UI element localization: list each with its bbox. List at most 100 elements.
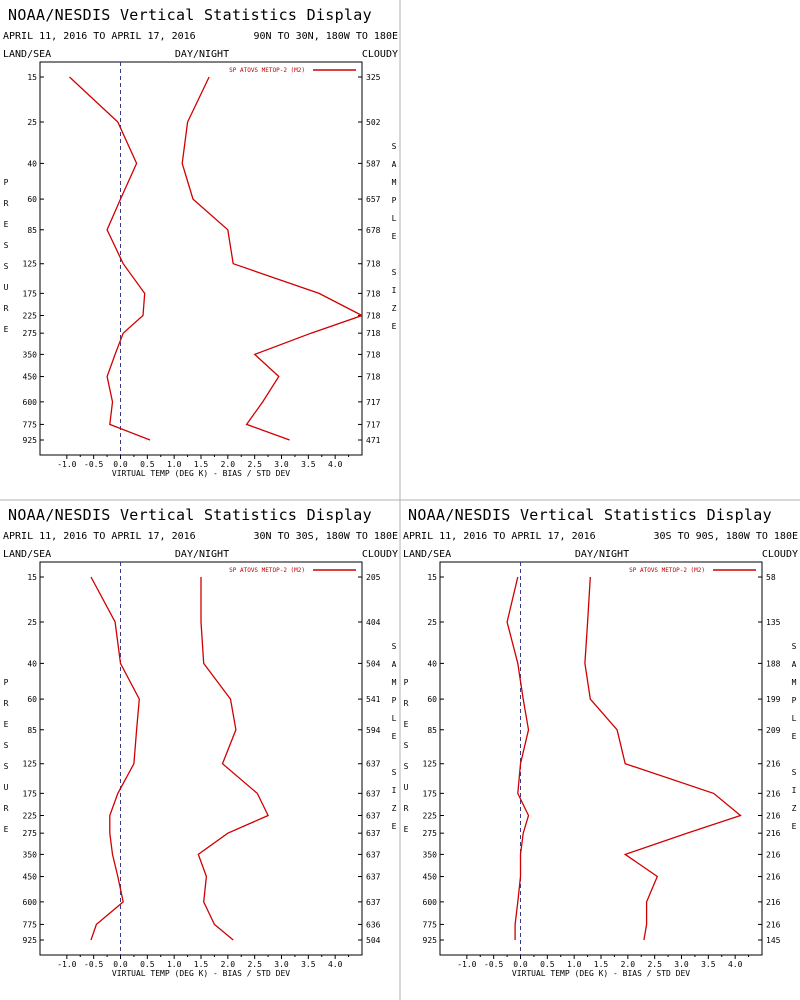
sample-axis-letter: M	[392, 678, 397, 687]
pressure-tick-label: 350	[423, 850, 438, 859]
size-axis-letter: S	[392, 768, 397, 777]
pressure-tick-label: 175	[423, 789, 438, 798]
pressure-tick-label: 925	[23, 936, 38, 945]
sample-size-label: 637	[366, 873, 381, 882]
pressure-axis-letter: U	[404, 783, 409, 792]
pressure-tick-label: 275	[23, 829, 38, 838]
sample-size-label: 209	[766, 726, 781, 735]
land-sea-label: LAND/SEA	[403, 549, 451, 560]
land-sea-label: LAND/SEA	[3, 549, 51, 560]
pressure-tick-label: 40	[27, 659, 37, 668]
x-tick-label: 1.5	[594, 960, 609, 969]
pressure-axis-letter: S	[4, 241, 9, 250]
x-tick-label: 3.5	[301, 960, 316, 969]
day-night-label: DAY/NIGHT	[175, 49, 229, 60]
pressure-axis-letter: E	[404, 825, 409, 834]
day-night-label: DAY/NIGHT	[175, 549, 229, 560]
std-dev-line	[181, 76, 362, 441]
date-range: APRIL 11, 2016 TO APRIL 17, 2016	[3, 531, 196, 542]
pressure-axis-letter: P	[4, 178, 9, 187]
pressure-tick-label: 85	[27, 726, 37, 735]
sample-axis-letter: S	[792, 642, 797, 651]
pressure-tick-label: 15	[427, 573, 437, 582]
bias-line	[90, 576, 140, 941]
x-tick-label: -1.0	[57, 460, 76, 469]
pressure-tick-label: 350	[23, 850, 38, 859]
cloudy-label: CLOUDY	[362, 549, 398, 560]
x-tick-label: 3.5	[301, 460, 316, 469]
sample-size-label: 188	[766, 659, 781, 668]
pressure-tick-label: 275	[23, 329, 38, 338]
x-tick-label: 0.5	[540, 960, 555, 969]
size-axis-letter: I	[392, 786, 397, 795]
sample-size-label: 216	[766, 760, 781, 769]
sample-size-label: 587	[366, 159, 381, 168]
date-range: APRIL 11, 2016 TO APRIL 17, 2016	[403, 531, 596, 542]
x-tick-label: 2.0	[221, 460, 236, 469]
sample-axis-letter: L	[392, 214, 397, 223]
x-tick-label: 1.0	[167, 960, 182, 969]
pressure-axis-letter: P	[404, 678, 409, 687]
x-tick-label: 0.0	[113, 460, 128, 469]
size-axis-letter: E	[792, 822, 797, 831]
pressure-tick-label: 85	[427, 726, 437, 735]
panel-title: NOAA/NESDIS Vertical Statistics Display	[8, 506, 372, 524]
sample-size-label: 216	[766, 850, 781, 859]
x-axis-label: VIRTUAL TEMP (DEG K) - BIAS / STD DEV	[112, 969, 290, 978]
sample-size-label: 637	[366, 850, 381, 859]
pressure-axis-letter: E	[4, 220, 9, 229]
pressure-axis-letter: R	[404, 804, 409, 813]
x-tick-label: 2.0	[621, 960, 636, 969]
x-tick-label: 4.0	[728, 960, 743, 969]
cloudy-label: CLOUDY	[362, 49, 398, 60]
x-tick-label: 2.0	[221, 960, 236, 969]
pressure-axis-letter: E	[4, 720, 9, 729]
pressure-tick-label: 40	[427, 659, 437, 668]
region-label: 30N TO 30S, 180W TO 180E	[254, 531, 399, 542]
sample-size-label: 718	[366, 373, 381, 382]
sample-axis-letter: M	[792, 678, 797, 687]
sample-size-label: 471	[366, 436, 381, 445]
pressure-axis-letter: S	[404, 741, 409, 750]
pressure-axis-letter: E	[4, 825, 9, 834]
x-tick-label: 2.5	[247, 960, 262, 969]
sample-size-label: 637	[366, 829, 381, 838]
pressure-tick-label: 40	[27, 159, 37, 168]
sample-axis-letter: P	[792, 696, 797, 705]
sample-size-label: 717	[366, 420, 381, 429]
x-tick-label: 2.5	[647, 960, 662, 969]
panel-3: NOAA/NESDIS Vertical Statistics Display A…	[403, 506, 798, 978]
pressure-tick-label: 775	[423, 920, 438, 929]
x-axis-label: VIRTUAL TEMP (DEG K) - BIAS / STD DEV	[112, 469, 290, 478]
pressure-axis-letter: R	[4, 304, 9, 313]
x-axis-label: VIRTUAL TEMP (DEG K) - BIAS / STD DEV	[512, 969, 690, 978]
pressure-tick-label: 450	[23, 373, 38, 382]
sample-size-label: 504	[366, 936, 381, 945]
pressure-tick-label: 450	[23, 873, 38, 882]
sample-axis-letter: P	[392, 696, 397, 705]
sample-size-label: 216	[766, 920, 781, 929]
sample-size-label: 657	[366, 195, 381, 204]
pressure-tick-label: 225	[423, 811, 438, 820]
panel-title: NOAA/NESDIS Vertical Statistics Display	[408, 506, 772, 524]
pressure-tick-label: 350	[23, 350, 38, 359]
x-tick-label: 1.5	[194, 960, 209, 969]
pressure-tick-label: 15	[27, 73, 37, 82]
bias-line	[506, 576, 530, 940]
sample-size-label: 594	[366, 726, 381, 735]
x-tick-label: -0.5	[84, 460, 103, 469]
size-axis-letter: Z	[392, 304, 397, 313]
sample-size-label: 718	[366, 260, 381, 269]
sample-size-label: 541	[366, 695, 381, 704]
pressure-tick-label: 125	[23, 760, 38, 769]
pressure-tick-label: 225	[23, 311, 38, 320]
x-tick-label: -0.5	[84, 960, 103, 969]
sample-size-label: 199	[766, 695, 781, 704]
sample-axis-letter: M	[392, 178, 397, 187]
sample-size-label: 718	[366, 350, 381, 359]
x-tick-label: 3.5	[701, 960, 716, 969]
size-axis-letter: Z	[392, 804, 397, 813]
sample-size-label: 135	[766, 618, 781, 627]
sample-size-label: 58	[766, 573, 776, 582]
